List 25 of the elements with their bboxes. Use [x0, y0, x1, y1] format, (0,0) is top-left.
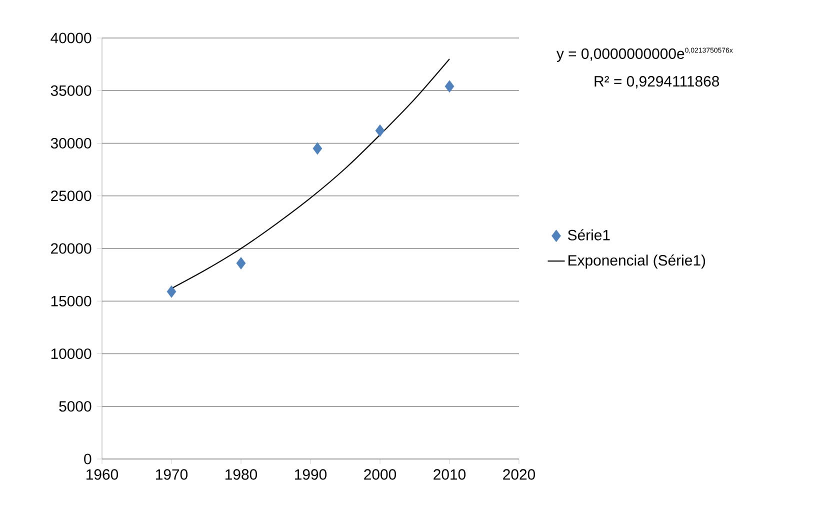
x-tick-label: 1990: [295, 469, 327, 480]
point: [444, 80, 454, 93]
x-tick-label: 1980: [226, 469, 258, 480]
point: [312, 142, 322, 155]
point: [236, 257, 246, 270]
y-tick-label: 40000: [50, 32, 92, 44]
legend-label: Série1: [568, 229, 610, 240]
y-tick-label: 10000: [51, 348, 92, 360]
y-tick-label: 35000: [50, 85, 92, 96]
y-tick-label: 25000: [51, 190, 92, 202]
x-tick-label: 2020: [503, 469, 536, 480]
x-tick-label: 2000: [364, 469, 396, 480]
text: $\mbox{y = 0,0000000000e}^{\mbox{\scriptsize 0,0213750576x}}$: [556, 48, 733, 62]
y-tick-label: 20000: [51, 243, 92, 254]
x-tick-label: 1960: [86, 469, 118, 480]
x-tick-label: 2010: [434, 469, 466, 480]
text: R² = 0,9294111868: [594, 76, 720, 88]
y-tick-label: 0: [84, 454, 92, 464]
y-tick-label: 15000: [51, 296, 92, 306]
point: [375, 124, 385, 137]
x-tick-label: 1970: [156, 469, 188, 480]
y-tick-label: 5000: [59, 401, 92, 412]
y-tick-label: 30000: [50, 138, 92, 149]
point: [166, 285, 176, 298]
legend-label: Exponencial (Série1): [568, 254, 706, 269]
